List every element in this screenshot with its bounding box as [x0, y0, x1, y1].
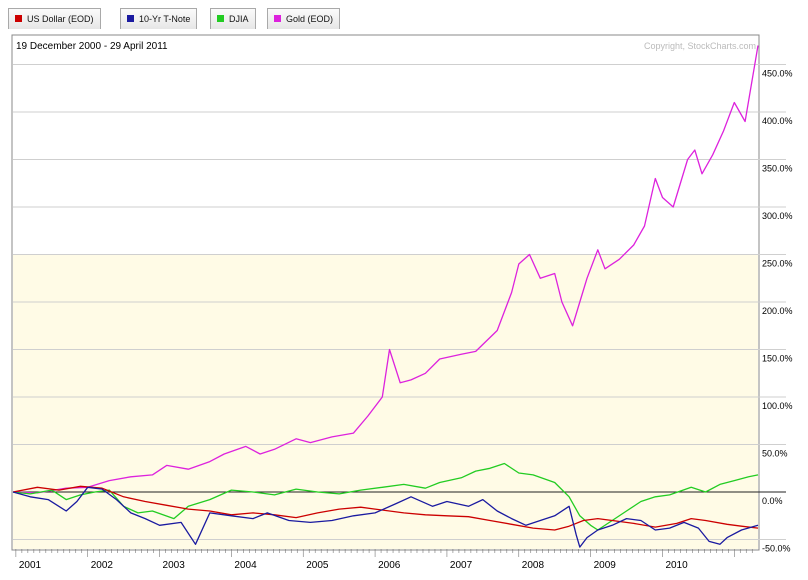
x-tick-label: 2004	[234, 560, 257, 571]
legend-swatch-djia	[217, 15, 224, 23]
x-tick-label: 2003	[163, 560, 186, 571]
y-tick-label: 200.0%	[762, 306, 793, 316]
date-range-label: 19 December 2000 - 29 April 2011	[16, 41, 168, 52]
series-line-us-dollar-eod	[12, 485, 759, 531]
series-line-10-yr-t-note	[12, 486, 759, 548]
y-tick-label: 400.0%	[762, 116, 793, 126]
y-tick-label: 250.0%	[762, 259, 793, 269]
series-line-djia	[12, 462, 759, 531]
legend-label-us-dollar: US Dollar (EOD)	[27, 14, 94, 24]
copyright-label: Copyright, StockCharts.com	[644, 41, 756, 51]
legend-tab-us-dollar[interactable]: US Dollar (EOD)	[8, 8, 101, 29]
plot-shade	[13, 254, 758, 549]
legend-label-gold: Gold (EOD)	[286, 14, 334, 24]
legend-tab-10yr-tnote[interactable]: 10-Yr T-Note	[120, 8, 198, 29]
legend-swatch-10yr-tnote	[127, 15, 134, 23]
y-tick-label: 450.0%	[762, 69, 793, 79]
legend-tab-gold[interactable]: Gold (EOD)	[267, 8, 341, 29]
y-tick-label: 150.0%	[762, 354, 793, 364]
x-tick-label: 2007	[450, 560, 473, 571]
y-tick-label: 50.0%	[762, 449, 788, 459]
x-tick-label: 2009	[594, 560, 617, 571]
y-tick-label: -50.0%	[762, 544, 791, 554]
y-tick-label: 0.0%	[762, 496, 783, 506]
legend-bar: US Dollar (EOD) 10-Yr T-Note DJIA Gold (…	[0, 0, 808, 34]
legend-swatch-gold	[274, 15, 281, 23]
x-tick-label: 2010	[665, 560, 688, 571]
y-tick-label: 100.0%	[762, 401, 793, 411]
x-tick-label: 2006	[378, 560, 401, 571]
legend-swatch-us-dollar	[15, 15, 22, 23]
legend-label-10yr-tnote: 10-Yr T-Note	[139, 14, 191, 24]
x-tick-label: 2008	[522, 560, 545, 571]
legend-label-djia: DJIA	[229, 14, 249, 24]
y-tick-label: 300.0%	[762, 211, 793, 221]
x-tick-label: 2005	[306, 560, 329, 571]
x-tick-label: 2002	[91, 560, 114, 571]
y-tick-label: 350.0%	[762, 164, 793, 174]
x-tick-label: 2001	[19, 560, 42, 571]
legend-tab-djia[interactable]: DJIA	[210, 8, 256, 29]
series-line-gold-eod	[12, 45, 759, 494]
